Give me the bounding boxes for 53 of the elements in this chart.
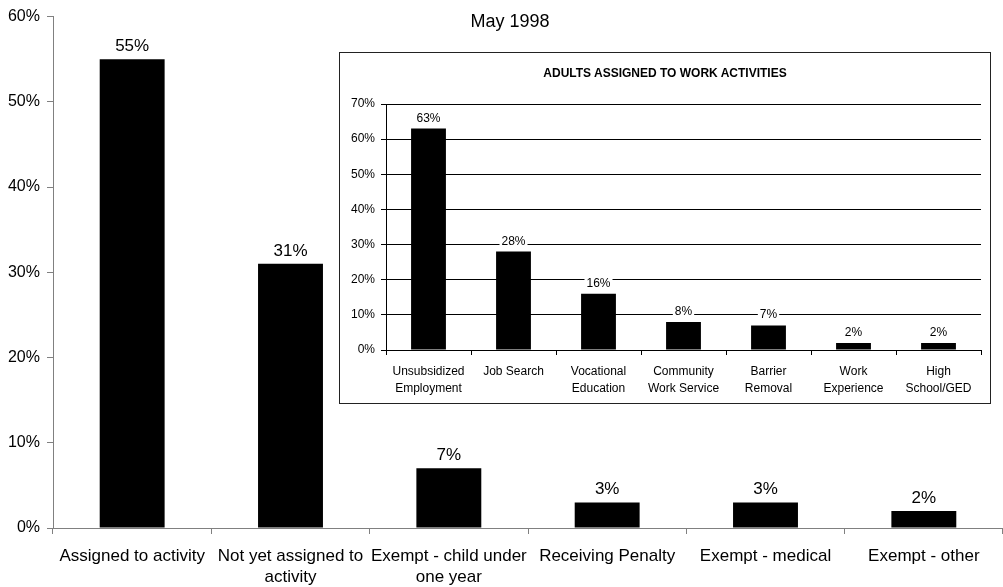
x-tick-label: Not yet assigned to activity (217, 546, 364, 587)
y-tick-label: 50% (350, 166, 376, 181)
bar (258, 263, 323, 528)
y-tick-label: 0% (357, 342, 376, 357)
data-label: 2% (911, 487, 937, 507)
x-tick-label: Exempt - other (868, 546, 980, 566)
chart-subtitle: May 1998 (470, 10, 550, 31)
y-tick-label: 60% (350, 131, 376, 146)
data-label: 31% (273, 240, 308, 260)
x-tick-label: Receiving Penalty (539, 546, 676, 566)
data-label: 8% (674, 303, 693, 318)
data-label: 3% (594, 479, 620, 499)
data-label: 55% (115, 36, 150, 56)
y-tick-label: 10% (7, 433, 40, 451)
y-tick-label: 20% (7, 347, 40, 365)
data-label: 63% (416, 110, 441, 125)
data-label: 2% (844, 324, 863, 339)
bar (891, 510, 957, 528)
chart-title: ADULTS ASSIGNED TO WORK ACTIVITIES (543, 66, 787, 81)
data-label: 7% (759, 307, 778, 322)
bar (733, 502, 798, 528)
bar (99, 59, 165, 528)
x-tick-label: Work Experience (823, 363, 884, 395)
x-tick-label: Assigned to activity (59, 546, 206, 566)
data-label: 3% (753, 479, 778, 499)
x-tick-label: Community Work Service (647, 363, 720, 395)
y-tick-label: 70% (350, 96, 376, 111)
x-tick-label: Exempt - medical (699, 546, 832, 566)
y-tick-label: 60% (7, 7, 40, 25)
data-label: 28% (501, 233, 526, 248)
data-label: 2% (929, 324, 948, 339)
bar (836, 342, 871, 350)
data-label: 7% (436, 445, 462, 465)
y-tick-label: 30% (350, 236, 376, 251)
x-tick-label: Vocational Education (570, 363, 627, 395)
bar (416, 468, 482, 528)
bar (921, 342, 956, 350)
bar (574, 502, 640, 528)
y-tick-label: 0% (16, 518, 40, 536)
x-tick-label: Job Search (483, 363, 544, 378)
x-tick-label: Barrier Removal (744, 363, 793, 395)
x-tick-label: High School/GED (905, 363, 972, 395)
bar (751, 325, 786, 350)
y-tick-label: 40% (350, 201, 376, 216)
y-tick-label: 20% (350, 272, 376, 287)
data-label: 16% (586, 275, 611, 290)
x-tick-label: Exempt - child under one year (370, 546, 528, 587)
y-tick-label: 40% (7, 177, 40, 195)
y-tick-label: 50% (7, 92, 40, 110)
x-tick-label: Unsubsidized Employment (392, 363, 465, 395)
bar (666, 321, 701, 350)
y-tick-label: 10% (350, 307, 376, 322)
y-tick-label: 30% (7, 262, 40, 280)
